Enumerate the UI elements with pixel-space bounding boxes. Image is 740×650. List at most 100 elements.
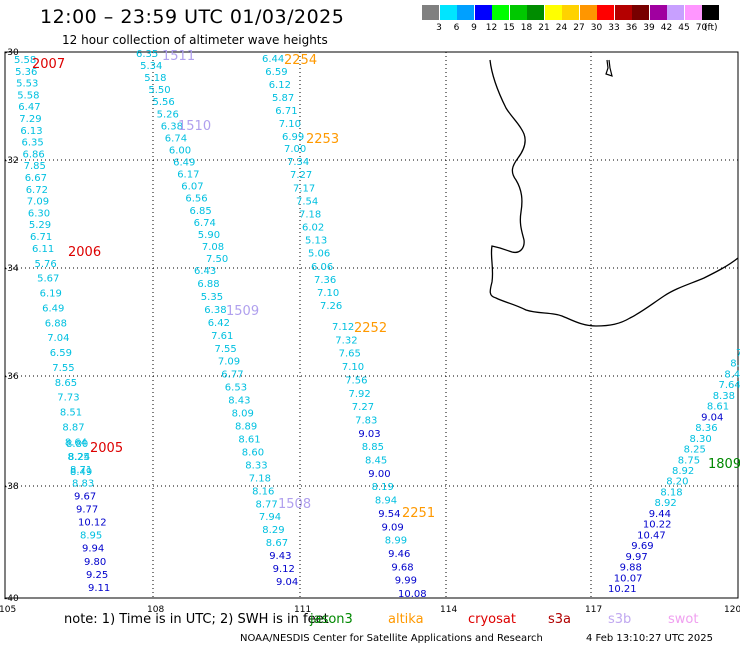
wave-height-value: 7.55 — [215, 344, 237, 355]
scale-label: 24 — [555, 23, 568, 33]
scale-label: 9 — [471, 23, 477, 33]
latitude-label: -38 — [4, 482, 19, 492]
wave-height-value: 6.43 — [194, 266, 216, 277]
wave-height-value: 8.25 — [684, 445, 706, 456]
wave-height-value: 9.09 — [382, 522, 404, 533]
wave-height-value: 6.44 — [262, 54, 284, 65]
wave-height-value: 9.54 — [378, 509, 400, 520]
wave-height-value: 8.75 — [678, 455, 700, 466]
wave-height-value: 8.67 — [266, 538, 288, 549]
wave-height-value: 7.27 — [352, 402, 374, 413]
wave-height-value: 6.56 — [185, 194, 207, 205]
wave-height-value: 7.56 — [345, 375, 367, 386]
wave-height-value: 7.50 — [206, 254, 228, 265]
wave-height-value: 8.92 — [655, 498, 677, 509]
wave-height-value: 7.32 — [335, 335, 357, 346]
wave-height-value: 7.36 — [314, 275, 336, 286]
wave-height-value: 6.67 — [25, 173, 47, 184]
wave-height-value: 6.74 — [165, 133, 187, 144]
wave-height-value: 8.77 — [256, 499, 278, 510]
scale-label: 39 — [643, 23, 655, 33]
wave-height-value: 8.80 — [66, 439, 88, 450]
wave-height-value: 5.13 — [305, 236, 327, 247]
wave-height-value: 9.00 — [368, 469, 390, 480]
wave-height-value: 8.71 — [70, 465, 92, 476]
wave-height-value: 8.43 — [228, 396, 250, 407]
wave-height-value: 5.06 — [308, 249, 330, 260]
wave-height-value: 8.87 — [62, 422, 84, 433]
pass-label: 1508 — [278, 497, 311, 512]
scale-swatch — [649, 5, 667, 20]
generation-timestamp: 4 Feb 13:10:27 UTC 2025 — [586, 633, 713, 644]
pass-label: 1510 — [178, 119, 211, 134]
wave-height-value: 8.33 — [245, 460, 267, 471]
scale-swatch — [597, 5, 614, 20]
wave-height-value: 7.27 — [290, 170, 312, 181]
wave-height-value: 6.71 — [30, 232, 52, 243]
wave-height-value: 7.73 — [57, 393, 79, 404]
wave-height-value: 5.76 — [35, 259, 57, 270]
wave-height-value: 8.24 — [68, 452, 90, 463]
wave-height-value: 8.85 — [362, 442, 384, 453]
wave-height-value: 6.85 — [190, 206, 212, 217]
scale-label: 27 — [573, 23, 585, 33]
wave-height-value: 7.18 — [299, 209, 321, 220]
pass-label: 2006 — [68, 245, 101, 260]
wave-height-value: 8.19 — [372, 482, 394, 493]
scale-swatch — [614, 5, 632, 20]
longitude-label: 120 — [724, 605, 740, 615]
satellite-legend-item: swot — [668, 612, 699, 627]
wave-height-value: 8.99 — [385, 536, 407, 547]
wave-height-value: 8.60 — [242, 447, 264, 458]
wave-height-value: 8.92 — [672, 466, 694, 477]
scale-swatch — [702, 5, 719, 20]
wave-height-value: 6.35 — [136, 49, 158, 60]
wave-height-value: 7.29 — [19, 114, 41, 125]
scale-swatch — [457, 5, 474, 20]
wave-height-value: 6.02 — [302, 223, 324, 234]
wave-height-value: 5.58 — [14, 55, 36, 66]
wave-height-value: 6.42 — [208, 318, 230, 329]
wave-height-value: 5.35 — [201, 292, 223, 303]
wave-height-value: 10.12 — [78, 518, 107, 529]
wave-height-value: 9.46 — [388, 549, 410, 560]
pass-label: 2005 — [90, 441, 123, 456]
latitude-label: -32 — [4, 156, 19, 166]
wave-height-value: 8.16 — [252, 486, 274, 497]
longitude-label: 108 — [147, 605, 164, 615]
map-subtitle: 12 hour collection of altimeter wave hei… — [62, 33, 328, 47]
pass-label: 1509 — [226, 304, 259, 319]
scale-label: 42 — [660, 23, 673, 33]
wave-height-value: 10.22 — [643, 520, 672, 531]
latitude-label: -36 — [4, 372, 19, 382]
scale-swatch — [632, 5, 649, 20]
wave-height-value: 7.18 — [249, 473, 271, 484]
wave-height-value: 9.97 — [626, 552, 648, 563]
latitude-label: -30 — [4, 48, 19, 58]
wave-height-value: 8.83 — [72, 478, 94, 489]
scale-swatch — [544, 5, 562, 20]
wave-height-value: 6.86 — [23, 149, 45, 160]
wave-height-value: 6.77 — [221, 370, 243, 381]
credit-line: NOAA/NESDIS Center for Satellite Applica… — [240, 633, 543, 644]
wave-height-value: 7.10 — [279, 119, 301, 130]
wave-height-value: 8.61 — [238, 435, 260, 446]
wave-height-value: 6.19 — [40, 289, 62, 300]
pass-label: 2253 — [306, 132, 339, 147]
pass-label: 1511 — [162, 49, 195, 64]
wave-height-value: 6.53 — [225, 383, 247, 394]
satellite-legend-item: s3a — [548, 612, 572, 627]
map-title: 12:00 – 23:59 UTC 01/03/2025 — [40, 6, 345, 28]
wave-height-value: 6.07 — [181, 182, 203, 193]
wave-height-value: 7.54 — [296, 196, 318, 207]
scale-swatch — [509, 5, 527, 20]
wave-height-value: 9.99 — [395, 576, 417, 587]
wave-height-value: 9.25 — [86, 570, 108, 581]
pass-label: 2252 — [354, 321, 387, 336]
wave-height-value: 6.47 — [18, 102, 40, 113]
wave-height-value: 6.17 — [177, 170, 199, 181]
scale-label: 12 — [485, 23, 498, 33]
wave-height-value: 8.09 — [232, 409, 254, 420]
wave-height-value: 8.64 — [65, 437, 87, 448]
coastline-australia — [489, 59, 739, 327]
